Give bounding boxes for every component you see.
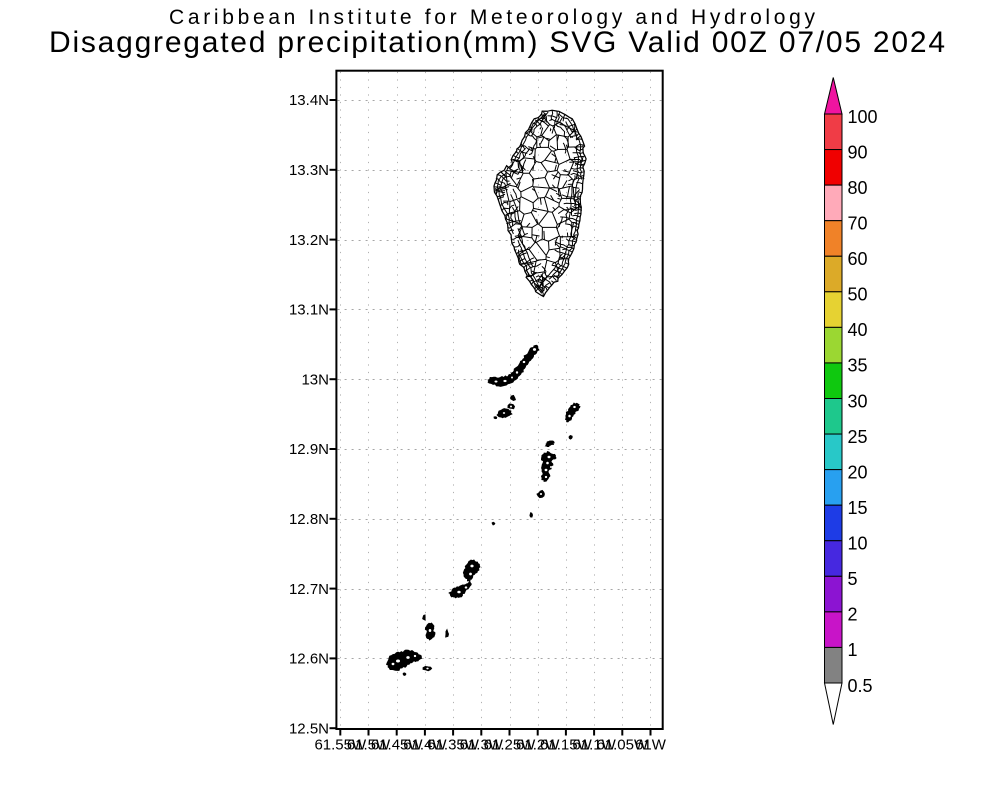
svg-text:15: 15 bbox=[848, 498, 868, 518]
svg-text:61.15W: 61.15W bbox=[540, 737, 593, 754]
svg-text:12.8N: 12.8N bbox=[289, 511, 329, 528]
svg-text:80: 80 bbox=[848, 178, 868, 198]
svg-text:35: 35 bbox=[848, 356, 868, 376]
svg-text:1: 1 bbox=[848, 640, 858, 660]
svg-text:12.7N: 12.7N bbox=[289, 581, 329, 598]
svg-text:13.4N: 13.4N bbox=[289, 92, 329, 109]
svg-text:70: 70 bbox=[848, 214, 868, 234]
svg-text:20: 20 bbox=[848, 462, 868, 482]
svg-text:61W: 61W bbox=[635, 737, 667, 754]
svg-text:12.6N: 12.6N bbox=[289, 651, 329, 668]
svg-text:61.1W: 61.1W bbox=[572, 737, 616, 754]
svg-text:100: 100 bbox=[848, 107, 878, 127]
svg-text:61.2W: 61.2W bbox=[516, 737, 560, 754]
svg-text:61.25W: 61.25W bbox=[484, 737, 537, 754]
svg-text:12.5N: 12.5N bbox=[289, 720, 329, 737]
svg-text:13.1N: 13.1N bbox=[289, 302, 329, 319]
svg-text:12.9N: 12.9N bbox=[289, 441, 329, 458]
svg-text:13.3N: 13.3N bbox=[289, 162, 329, 179]
svg-text:10: 10 bbox=[848, 534, 868, 554]
svg-text:30: 30 bbox=[848, 391, 868, 411]
svg-text:13N: 13N bbox=[301, 371, 329, 388]
svg-text:61.45W: 61.45W bbox=[371, 737, 424, 754]
svg-text:Disaggregated precipitation(mm: Disaggregated precipitation(mm) SVG Vali… bbox=[49, 26, 945, 59]
svg-text:61.55W: 61.55W bbox=[314, 737, 367, 754]
svg-text:61.35W: 61.35W bbox=[427, 737, 480, 754]
svg-text:50: 50 bbox=[848, 285, 868, 305]
svg-text:13.2N: 13.2N bbox=[289, 232, 329, 249]
svg-text:61.3W: 61.3W bbox=[460, 737, 504, 754]
svg-text:60: 60 bbox=[848, 249, 868, 269]
svg-text:61.5W: 61.5W bbox=[347, 737, 391, 754]
svg-text:40: 40 bbox=[848, 320, 868, 340]
svg-text:61.4W: 61.4W bbox=[403, 737, 447, 754]
svg-text:25: 25 bbox=[848, 427, 868, 447]
svg-text:2: 2 bbox=[848, 605, 858, 625]
svg-text:61.05W: 61.05W bbox=[596, 737, 649, 754]
svg-text:0.5: 0.5 bbox=[848, 676, 873, 696]
svg-text:5: 5 bbox=[848, 569, 858, 589]
svg-text:90: 90 bbox=[848, 142, 868, 162]
